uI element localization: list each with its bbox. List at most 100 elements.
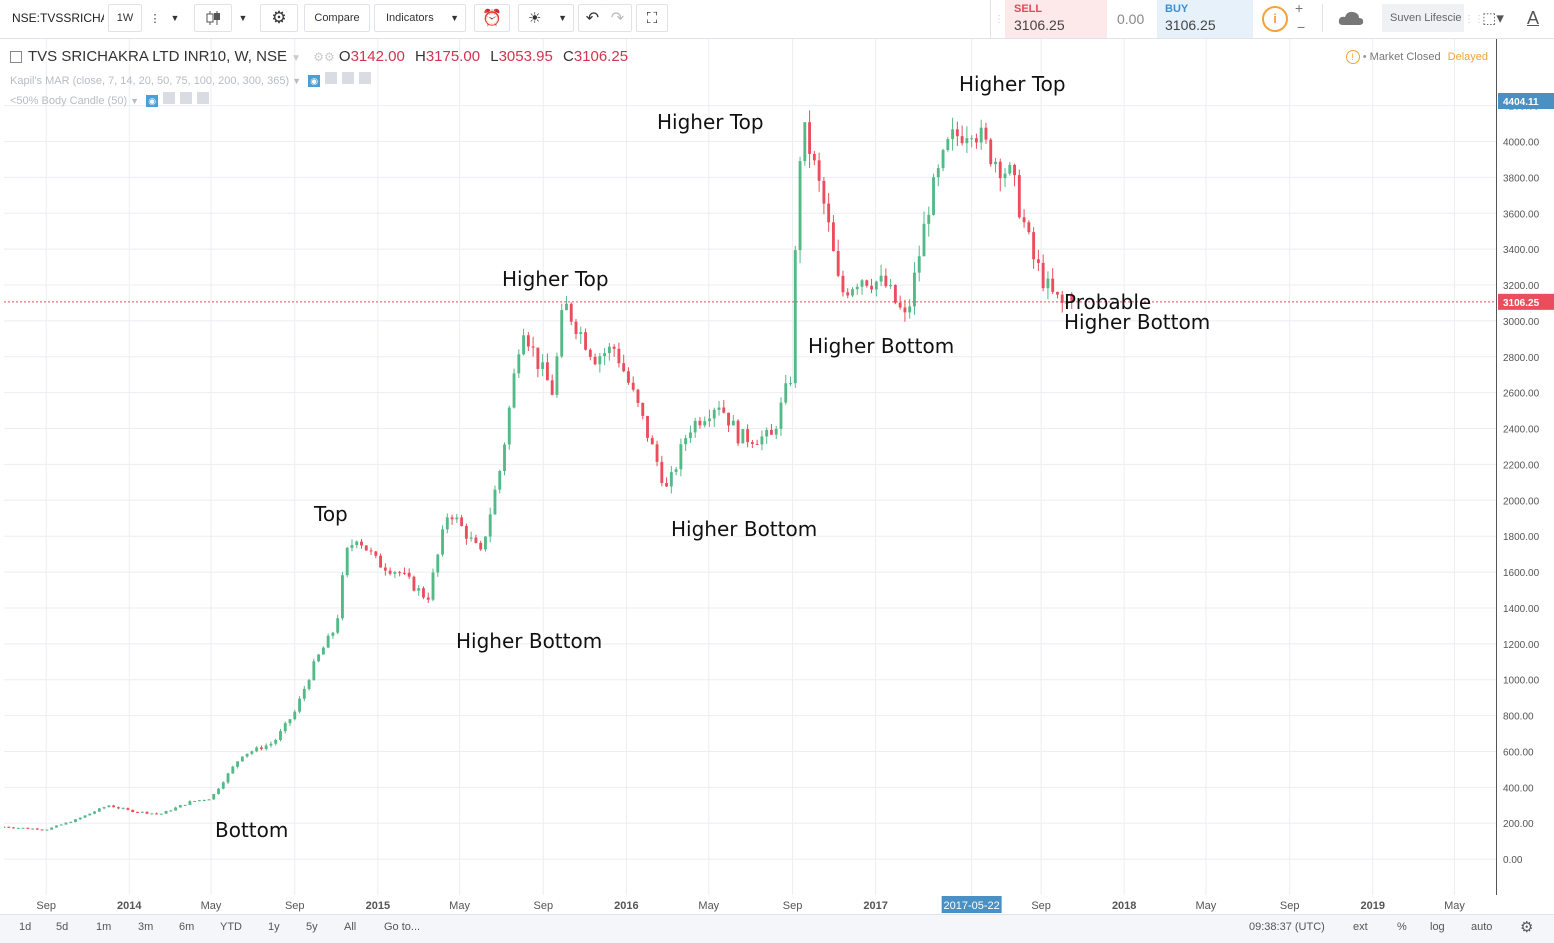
range-button-all[interactable]: All <box>344 921 357 933</box>
range-button-1d[interactable]: 1d <box>19 921 32 933</box>
redo-icon[interactable]: ↷ <box>604 4 632 32</box>
cloud-save-button[interactable] <box>1322 4 1379 32</box>
candles-style-button[interactable] <box>194 4 232 32</box>
candle-body <box>488 514 492 537</box>
undo-icon[interactable]: ↶ <box>578 4 606 32</box>
candle <box>898 295 902 310</box>
annotation-higher-bottom-2[interactable]: Higher Bottom <box>671 517 818 541</box>
range-button-5d[interactable]: 5d <box>56 921 69 933</box>
candle <box>736 419 740 446</box>
alert-icon[interactable]: ⏰ <box>474 4 510 32</box>
candle-body <box>998 161 1002 179</box>
settings-icon[interactable]: ⚙⚙ <box>313 50 335 64</box>
range-button-5y[interactable]: 5y <box>306 921 318 933</box>
zoom-out-icon[interactable]: − <box>1297 19 1306 35</box>
indicator-row-1[interactable]: Kapil's MAR (close, 7, 14, 20, 50, 75, 1… <box>10 72 372 87</box>
watchlist-symbol[interactable]: Suven Lifescie <box>1382 4 1464 32</box>
annotation-higher-top-1[interactable]: Higher Top <box>502 267 609 291</box>
range-button-ytd[interactable]: YTD <box>220 921 242 933</box>
fullscreen-icon[interactable]: ⛶ <box>636 4 668 32</box>
buy-button[interactable]: BUY 3106.25 <box>1157 0 1253 38</box>
range-button-1m[interactable]: 1m <box>96 921 112 933</box>
indicator-row-2[interactable]: <50% Body Candle (50) ▼ ◉ <box>10 92 210 107</box>
zoom-in-icon[interactable]: + <box>1295 0 1304 16</box>
candle-body <box>1032 232 1036 260</box>
candle-body <box>183 804 187 806</box>
candle <box>112 804 116 808</box>
gear-icon[interactable] <box>163 92 176 104</box>
ext-toggle[interactable]: ext <box>1353 921 1368 933</box>
candle <box>1032 227 1036 269</box>
drag-handle-icon[interactable]: ⋮⋮ <box>994 14 1014 25</box>
candle-body <box>927 214 931 224</box>
time-axis[interactable]: Sep 2014 May Sep 2015 May Sep 2016 May Sep 2017 201… <box>4 895 1496 914</box>
candle-body <box>436 554 440 573</box>
auto-toggle[interactable]: auto <box>1471 921 1493 933</box>
range-button-6m[interactable]: 6m <box>179 921 195 933</box>
annotation-probable[interactable]: Probable <box>1064 290 1152 314</box>
interval-button[interactable]: 1W <box>108 4 142 32</box>
indicator-1-label: Kapil's MAR (close, 7, 14, 20, 50, 75, 1… <box>10 75 290 87</box>
range-button-1y[interactable]: 1y <box>268 921 280 933</box>
chevron-down-icon: ▼ <box>450 13 459 23</box>
info-icon[interactable]: i <box>1262 6 1288 32</box>
add-icon[interactable] <box>342 72 355 84</box>
close-icon[interactable] <box>359 72 372 84</box>
annotation-higher-bottom-1[interactable]: Higher Bottom <box>456 629 603 653</box>
chevron-down-icon[interactable]: ▼ <box>292 76 302 86</box>
candle-body <box>250 751 254 754</box>
candle <box>879 264 883 287</box>
price-chart[interactable] <box>4 39 1496 895</box>
candle <box>1041 254 1045 292</box>
candle-body <box>479 542 483 550</box>
candle-body <box>970 138 974 140</box>
chevron-down-icon[interactable]: ▼ <box>130 96 140 106</box>
x-tick-label: May <box>1444 900 1465 912</box>
chevron-down-icon[interactable]: ▼ <box>166 4 184 32</box>
text-format-icon[interactable]: A <box>1526 7 1539 28</box>
candle-body <box>793 250 797 384</box>
sell-button[interactable]: SELL 3106.25 <box>1005 0 1107 38</box>
close-icon[interactable] <box>197 92 210 104</box>
candle-body <box>760 436 764 445</box>
candle <box>259 745 263 751</box>
style-dropdown-icon[interactable]: ▼ <box>234 4 252 32</box>
candle-body <box>708 418 711 422</box>
copy-icon[interactable] <box>180 92 193 104</box>
symbol-search[interactable]: NSE:TVSSRICHA <box>12 11 104 25</box>
annotation-higher-top-3[interactable]: Higher Top <box>959 72 1066 96</box>
drag-handle-icon[interactable]: ⋮⋮ <box>1464 14 1484 25</box>
candle <box>526 332 530 351</box>
chevron-down-icon[interactable]: ▼ <box>291 53 302 64</box>
ideas-button[interactable]: ☀ ▼ <box>518 4 574 32</box>
gear-icon[interactable]: ⚙ <box>260 4 298 32</box>
indicators-button[interactable]: Indicators ▼ <box>374 4 466 32</box>
gear-icon[interactable] <box>325 72 338 84</box>
candle <box>550 374 554 396</box>
candle <box>755 439 759 445</box>
annotation-bottom[interactable]: Bottom <box>215 818 289 842</box>
y-tick-label: 600.00 <box>1503 747 1534 758</box>
eye-icon[interactable]: ◉ <box>146 95 159 107</box>
range-button-3m[interactable]: 3m <box>138 921 154 933</box>
collapse-icon[interactable] <box>10 51 22 64</box>
candle <box>369 547 373 555</box>
candle-body <box>770 429 773 435</box>
candle-body <box>145 811 149 814</box>
goto-button[interactable]: Go to... <box>384 921 421 933</box>
annotation-top[interactable]: Top <box>314 502 348 526</box>
annotation-probable-higher-bottom[interactable]: Higher Bottom <box>1064 310 1211 334</box>
annotation-higher-top-2[interactable]: Higher Top <box>657 110 764 134</box>
x-tick-label: Sep <box>783 900 803 912</box>
log-toggle[interactable]: log <box>1430 921 1445 933</box>
annotation-higher-bottom-3[interactable]: Higher Bottom <box>808 334 955 358</box>
layout-icon[interactable]: ⬚▾ <box>1482 10 1504 27</box>
eye-icon[interactable]: ◉ <box>308 75 321 87</box>
gear-icon[interactable]: ⚙ <box>1520 919 1534 936</box>
percent-toggle[interactable]: % <box>1397 921 1407 933</box>
more-icon[interactable]: ⋮ <box>146 4 164 32</box>
compare-button[interactable]: Compare <box>304 4 370 32</box>
clock-text[interactable]: 09:38:37 (UTC) <box>1249 921 1325 933</box>
candle <box>998 158 1002 192</box>
price-axis[interactable]: 0.00 200.00 400.00 600.00 800.00 1000.00 1200.… <box>1496 39 1554 895</box>
